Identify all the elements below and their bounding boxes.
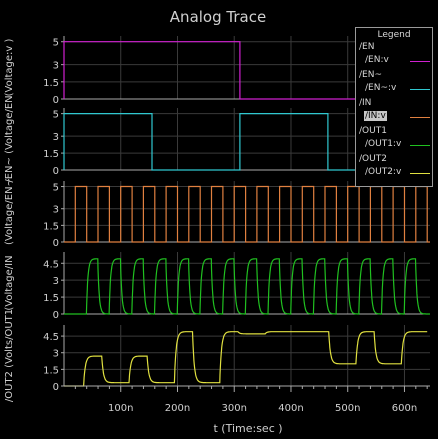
legend-entry-name: /EN	[359, 42, 375, 52]
legend-entry-signal[interactable]: /OUT1:v	[365, 139, 402, 149]
legend-entry-signal[interactable]: /IN:v	[364, 111, 387, 121]
y-axis-label: /OUT2 (Volts/OUT1	[4, 309, 15, 402]
legend-entry-name: /OUT1	[359, 126, 387, 136]
waveform-series	[63, 113, 430, 171]
x-tick-label: 100n	[108, 403, 133, 414]
y-axis-label: (Voltage/IN	[4, 255, 15, 310]
y-tick-label: 0	[53, 382, 59, 393]
y-axis-label: (Voltage/EN~	[4, 178, 15, 245]
legend-entry-signal[interactable]: /OUT2:v	[365, 167, 402, 177]
legend-entry-signal[interactable]: /EN~:v	[365, 83, 397, 93]
x-tick-label: 400n	[278, 403, 303, 414]
y-tick-label: 0	[53, 95, 59, 106]
legend-swatch	[410, 61, 430, 62]
y-axis-label: (Voltage:v )	[4, 39, 15, 97]
y-tick-label: 3	[53, 205, 59, 216]
legend-entry-name: /EN~	[359, 70, 382, 80]
y-axis-label: /EN~ (Voltage/EN	[4, 95, 15, 182]
panel-4: 4.5 3 1.5 0 (Voltage/IN	[4, 252, 430, 321]
y-tick-label: 1.5	[43, 293, 59, 304]
y-tick-label: 0	[53, 310, 59, 321]
y-tick-label: 1.5	[43, 365, 59, 376]
y-tick-label: 1.5	[43, 78, 59, 89]
y-tick-label: 5	[53, 38, 59, 49]
y-tick-label: 1.5	[43, 149, 59, 160]
y-tick-label: 1.5	[43, 221, 59, 232]
x-tick-label: 200n	[165, 403, 190, 414]
y-tick-label: 4.5	[43, 259, 59, 270]
legend-title: Legend	[377, 30, 411, 40]
y-tick-label: 0	[53, 238, 59, 249]
legend-entry-name: /OUT2	[359, 154, 387, 164]
x-axis-label: t (Time:sec )	[213, 422, 282, 435]
time-axis: 100n 200n 300n 400n 500n 600n	[64, 385, 430, 414]
waveform-series	[64, 331, 428, 387]
y-tick-label: 5	[53, 110, 59, 121]
y-tick-label: 3	[53, 61, 59, 72]
y-tick-label: 3	[53, 349, 59, 360]
legend-swatch	[410, 173, 430, 174]
waveform-series	[63, 41, 430, 100]
y-tick-label: 4.5	[43, 332, 59, 343]
y-tick-label: 3	[53, 132, 59, 143]
x-tick-label: 500n	[335, 403, 360, 414]
legend-box[interactable]: Legend /EN/EN:v/EN~ /EN~:v/IN/IN:v/OUT1/O…	[355, 27, 433, 187]
legend-entry-name: /IN	[359, 98, 372, 108]
x-tick-label: 300n	[222, 403, 247, 414]
chart-title: Analog Trace	[170, 8, 266, 26]
y-tick-label: 5	[53, 183, 59, 194]
legend-swatch	[410, 89, 430, 90]
legend-swatch	[410, 145, 430, 146]
legend-swatch	[410, 117, 430, 118]
waveform-series	[64, 258, 430, 315]
y-tick-label: 0	[53, 166, 59, 177]
y-tick-label: 3	[53, 276, 59, 287]
legend-entry-signal[interactable]: /EN:v	[365, 55, 389, 65]
x-tick-label: 600n	[392, 403, 417, 414]
